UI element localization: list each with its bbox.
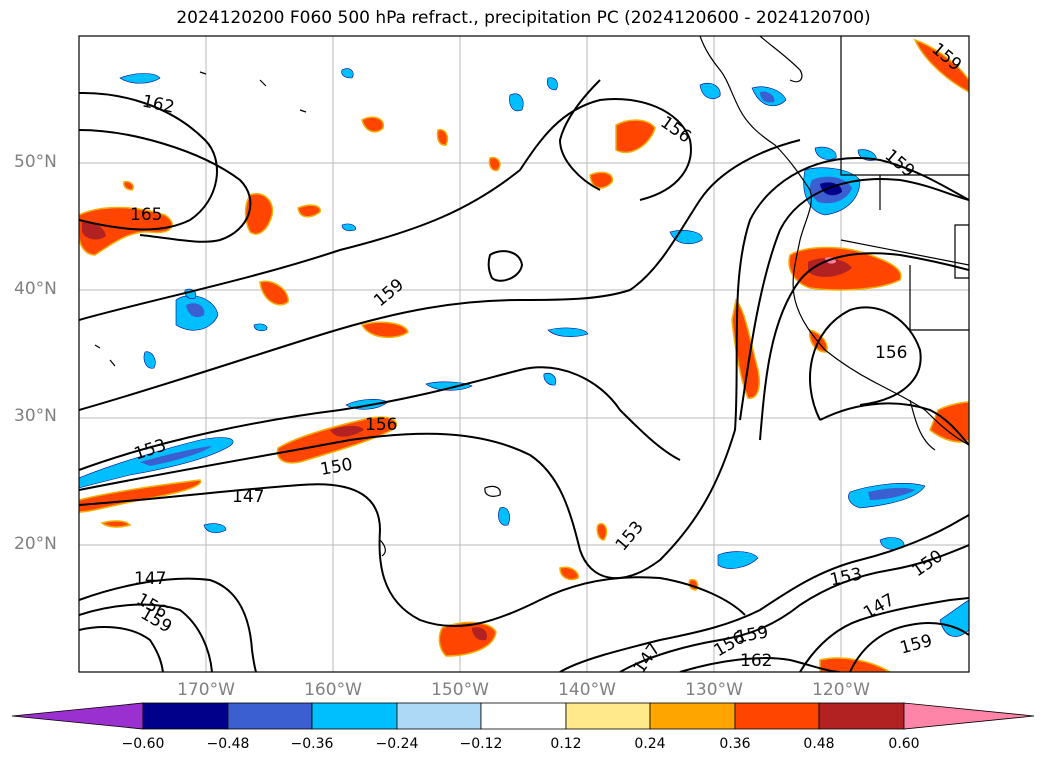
positive-precip-patches: [79, 38, 969, 672]
colorbar-bin: [480, 702, 567, 730]
lon-label-170w: 170°W: [177, 680, 235, 700]
contour-label-159-f: 159: [898, 631, 935, 659]
colorbar-tick: 0.12: [550, 736, 582, 752]
lon-label-120w: 120°W: [812, 680, 870, 700]
contour-label-156-b: 156: [365, 415, 397, 435]
colorbar-extend-high: [903, 702, 1035, 730]
lon-label-130w: 130°W: [685, 680, 743, 700]
colorbar: [11, 702, 1035, 730]
colorbar-extend-low: [11, 702, 144, 730]
colorbar-tick: −0.48: [206, 736, 250, 752]
colorbar-bin: [396, 702, 482, 730]
colorbar-bin: [227, 702, 313, 730]
lon-label-150w: 150°W: [431, 680, 489, 700]
colorbar-bin: [734, 702, 820, 730]
refractivity-contours: [79, 79, 969, 672]
colorbar-bin: [818, 702, 905, 730]
colorbar-bin: [565, 702, 651, 730]
lon-label-140w: 140°W: [558, 680, 616, 700]
colorbar-bin: [311, 702, 398, 730]
negative-precip-patches: [79, 68, 969, 637]
contour-label-153-b: 153: [612, 517, 648, 555]
colorbar-tick: −0.24: [375, 736, 419, 752]
contour-label-159-e: 159: [881, 146, 919, 182]
coastlines: [94, 36, 969, 557]
colorbar-tick: −0.36: [290, 736, 334, 752]
contour-label-156-d: 156: [875, 343, 907, 363]
contour-label-147-b: 147: [134, 569, 166, 589]
contour-label-159-c: 159: [735, 622, 770, 647]
lon-label-160w: 160°W: [304, 680, 362, 700]
colorbar-tick: 0.36: [719, 736, 751, 752]
contour-label-150-b: 150: [909, 546, 947, 581]
contour-label-156: 156: [656, 112, 694, 147]
map-frame: [78, 35, 970, 673]
chart-title: 2024120200 F060 500 hPa refract., precip…: [176, 8, 871, 28]
colorbar-tick: 0.60: [888, 736, 920, 752]
colorbar-bin: [649, 702, 736, 730]
colorbar-tick: 0.48: [803, 736, 835, 752]
lat-label-20n: 20°N: [14, 534, 57, 554]
contour-label-159: 159: [370, 275, 408, 311]
contour-label-162: 162: [140, 91, 176, 117]
contour-label-162-b: 162: [740, 651, 772, 671]
lat-label-50n: 50°N: [14, 152, 57, 172]
contour-label-150: 150: [319, 455, 354, 480]
colorbar-tick: −0.60: [121, 736, 165, 752]
colorbar-tick: −0.12: [459, 736, 503, 752]
colorbar-bin: [142, 702, 229, 730]
lat-label-30n: 30°N: [14, 406, 57, 426]
contour-label-165: 165: [130, 205, 162, 225]
lat-label-40n: 40°N: [14, 279, 57, 299]
contour-label-147: 147: [232, 487, 264, 507]
colorbar-tick: 0.24: [634, 736, 666, 752]
